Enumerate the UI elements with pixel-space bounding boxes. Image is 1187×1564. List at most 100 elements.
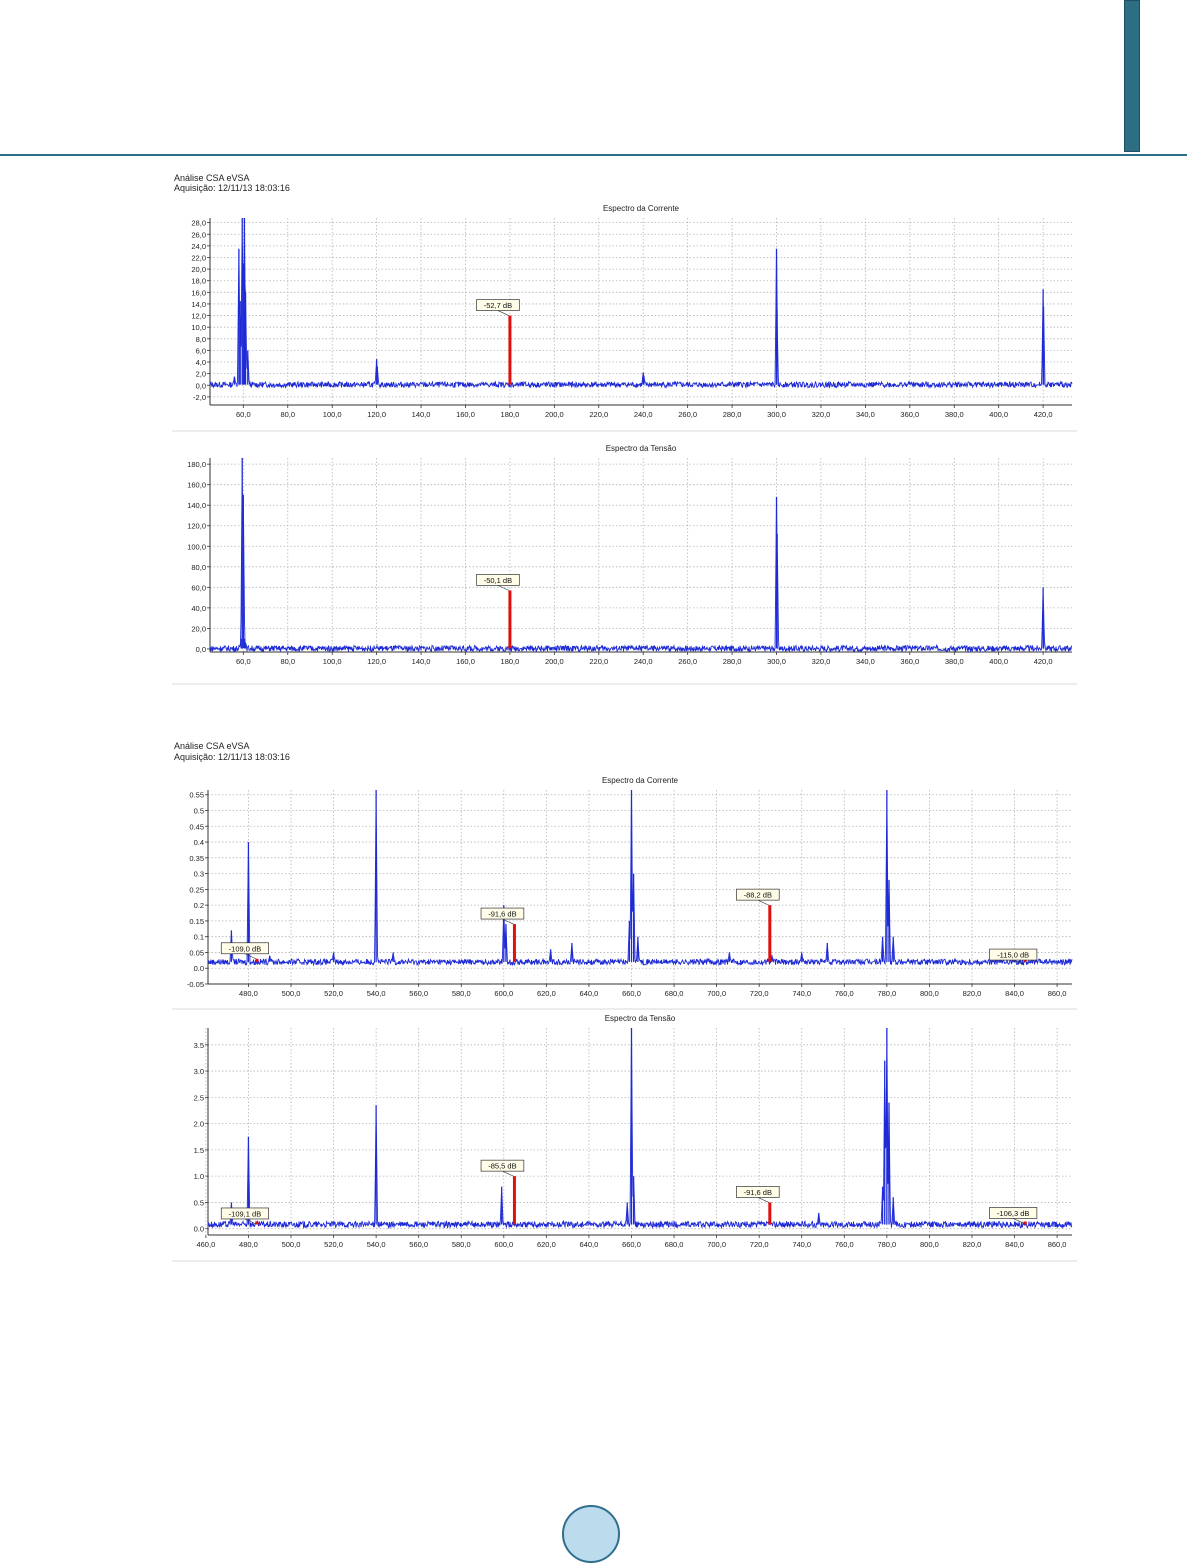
x-tick-label: 200,0 bbox=[545, 657, 564, 666]
y-tick-label: 4,0 bbox=[196, 358, 206, 367]
panel-title: Análise CSA eVSA bbox=[174, 741, 250, 751]
x-tick-label: 760,0 bbox=[835, 1240, 854, 1249]
x-tick-label: 680,0 bbox=[665, 989, 684, 998]
y-tick-label: 10,0 bbox=[191, 323, 206, 332]
x-tick-label: 360,0 bbox=[900, 410, 919, 419]
x-tick-label: 180,0 bbox=[501, 657, 520, 666]
x-tick-label: 420,0 bbox=[1034, 657, 1053, 666]
x-tick-label: 480,0 bbox=[239, 1240, 258, 1249]
marker-bar bbox=[255, 958, 259, 962]
x-tick-label: 800,0 bbox=[920, 1240, 939, 1249]
panel-bottom: Análise CSA eVSA Aquisição: 12/11/13 18:… bbox=[172, 741, 1077, 1261]
marker-leader bbox=[244, 953, 257, 960]
y-tick-label: 160,0 bbox=[187, 481, 206, 490]
x-tick-label: 380,0 bbox=[945, 657, 964, 666]
marker-label: -88,2 dB bbox=[744, 891, 772, 900]
side-tab bbox=[1124, 0, 1140, 152]
spectrum-series bbox=[209, 225, 1073, 390]
y-tick-label: 2.5 bbox=[194, 1093, 204, 1102]
y-tick-label: 40,0 bbox=[191, 604, 206, 613]
x-tick-label: 720,0 bbox=[750, 989, 769, 998]
x-tick-label: 460,0 bbox=[196, 1240, 215, 1249]
x-tick-label: 120,0 bbox=[367, 657, 386, 666]
current-spectrum-chart-1: Espectro da Corrente -2,0 0,0 2,0 4,0 6,0 8,0 1… bbox=[172, 204, 1077, 432]
marker-bar bbox=[508, 315, 512, 385]
x-tick-label: 540,0 bbox=[367, 1240, 386, 1249]
x-tick-label: 580,0 bbox=[452, 1240, 471, 1249]
chart-title: Espectro da Tensão bbox=[605, 1014, 676, 1023]
x-tick-label: 580,0 bbox=[452, 989, 471, 998]
marker-leader bbox=[244, 1218, 257, 1225]
x-tick-label: 100,0 bbox=[323, 657, 342, 666]
x-tick-label: 220,0 bbox=[589, 410, 608, 419]
x-tick-label: 500,0 bbox=[282, 989, 301, 998]
x-tick-label: 660,0 bbox=[622, 1240, 641, 1249]
marker-label: -91,6 dB bbox=[488, 910, 516, 919]
y-tick-label: 20,0 bbox=[191, 265, 206, 274]
marker-label-box bbox=[480, 1159, 525, 1172]
x-tick-label: 280,0 bbox=[723, 657, 742, 666]
x-tick-label: 620,0 bbox=[537, 989, 556, 998]
marker-leader bbox=[502, 1170, 514, 1177]
y-tick-label: 18,0 bbox=[191, 277, 206, 286]
x-tick-label: 640,0 bbox=[580, 989, 599, 998]
marker-label: -109,0 dB bbox=[229, 944, 262, 953]
header-rule bbox=[0, 154, 1187, 156]
marker-bar bbox=[1023, 1221, 1027, 1225]
y-tick-label: 120,0 bbox=[187, 522, 206, 531]
y-tick-label: 0.55 bbox=[189, 791, 204, 800]
marker-label: -106,3 dB bbox=[997, 1209, 1030, 1218]
x-tick-label: 600,0 bbox=[494, 989, 513, 998]
x-tick-label: 660,0 bbox=[622, 989, 641, 998]
x-tick-label: 60,0 bbox=[236, 657, 251, 666]
x-tick-label: 280,0 bbox=[723, 410, 742, 419]
y-tick-label: 60,0 bbox=[191, 583, 206, 592]
x-tick-label: 240,0 bbox=[634, 410, 653, 419]
marker-label-box bbox=[736, 888, 780, 901]
y-tick-label: 0.45 bbox=[189, 822, 204, 831]
y-tick-label: 0,0 bbox=[196, 381, 206, 390]
marker-label-box bbox=[480, 907, 525, 920]
x-tick-label: 860,0 bbox=[1048, 1240, 1067, 1249]
voltage-spectrum-chart-2: Espectro da Tensão 0.0 0.5 1.0 1.5 2.0 2.5 3.0 3… bbox=[172, 1014, 1077, 1262]
x-tick-label: 820,0 bbox=[963, 989, 982, 998]
y-tick-label: 0.3 bbox=[194, 870, 204, 879]
x-tick-label: 720,0 bbox=[750, 1240, 769, 1249]
y-tick-label: -2,0 bbox=[193, 393, 206, 402]
x-tick-label: 520,0 bbox=[324, 1240, 343, 1249]
marker-label: -52,7 dB bbox=[484, 301, 512, 310]
marker-label: -109,1 dB bbox=[229, 1209, 262, 1218]
x-tick-label: 560,0 bbox=[409, 1240, 428, 1249]
x-tick-label: 420,0 bbox=[1034, 410, 1053, 419]
x-tick-label: 400,0 bbox=[989, 657, 1008, 666]
y-tick-label: 2,0 bbox=[196, 370, 206, 379]
y-tick-label: 24,0 bbox=[191, 242, 206, 251]
x-tick-label: 680,0 bbox=[665, 1240, 684, 1249]
x-tick-label: 180,0 bbox=[501, 410, 520, 419]
x-tick-label: 80,0 bbox=[280, 657, 295, 666]
y-tick-label: 2.0 bbox=[194, 1120, 204, 1129]
marker-label: -85,5 dB bbox=[488, 1162, 516, 1171]
y-tick-label: 26,0 bbox=[191, 230, 206, 239]
marker-bar bbox=[768, 905, 772, 962]
marker-leader bbox=[497, 585, 510, 591]
x-tick-label: 480,0 bbox=[239, 989, 258, 998]
marker-leader bbox=[757, 1197, 769, 1203]
marker-leader bbox=[1013, 959, 1025, 966]
marker-leader bbox=[502, 918, 514, 925]
panel-subtitle: Aquisição: 12/11/13 18:03:16 bbox=[174, 183, 290, 193]
spectrum-series bbox=[207, 1029, 1073, 1230]
x-tick-label: 360,0 bbox=[900, 657, 919, 666]
marker-bar bbox=[508, 590, 512, 649]
x-tick-label: 780,0 bbox=[877, 1240, 896, 1249]
marker-bar bbox=[255, 1221, 259, 1225]
x-tick-label: 800,0 bbox=[920, 989, 939, 998]
x-tick-label: 300,0 bbox=[767, 657, 786, 666]
x-tick-label: 740,0 bbox=[792, 989, 811, 998]
x-tick-label: 120,0 bbox=[367, 410, 386, 419]
marker-leader bbox=[757, 899, 769, 906]
x-tick-label: 260,0 bbox=[678, 410, 697, 419]
x-tick-label: 400,0 bbox=[989, 410, 1008, 419]
y-tick-label: 1.5 bbox=[194, 1146, 204, 1155]
x-tick-label: 60,0 bbox=[236, 410, 251, 419]
